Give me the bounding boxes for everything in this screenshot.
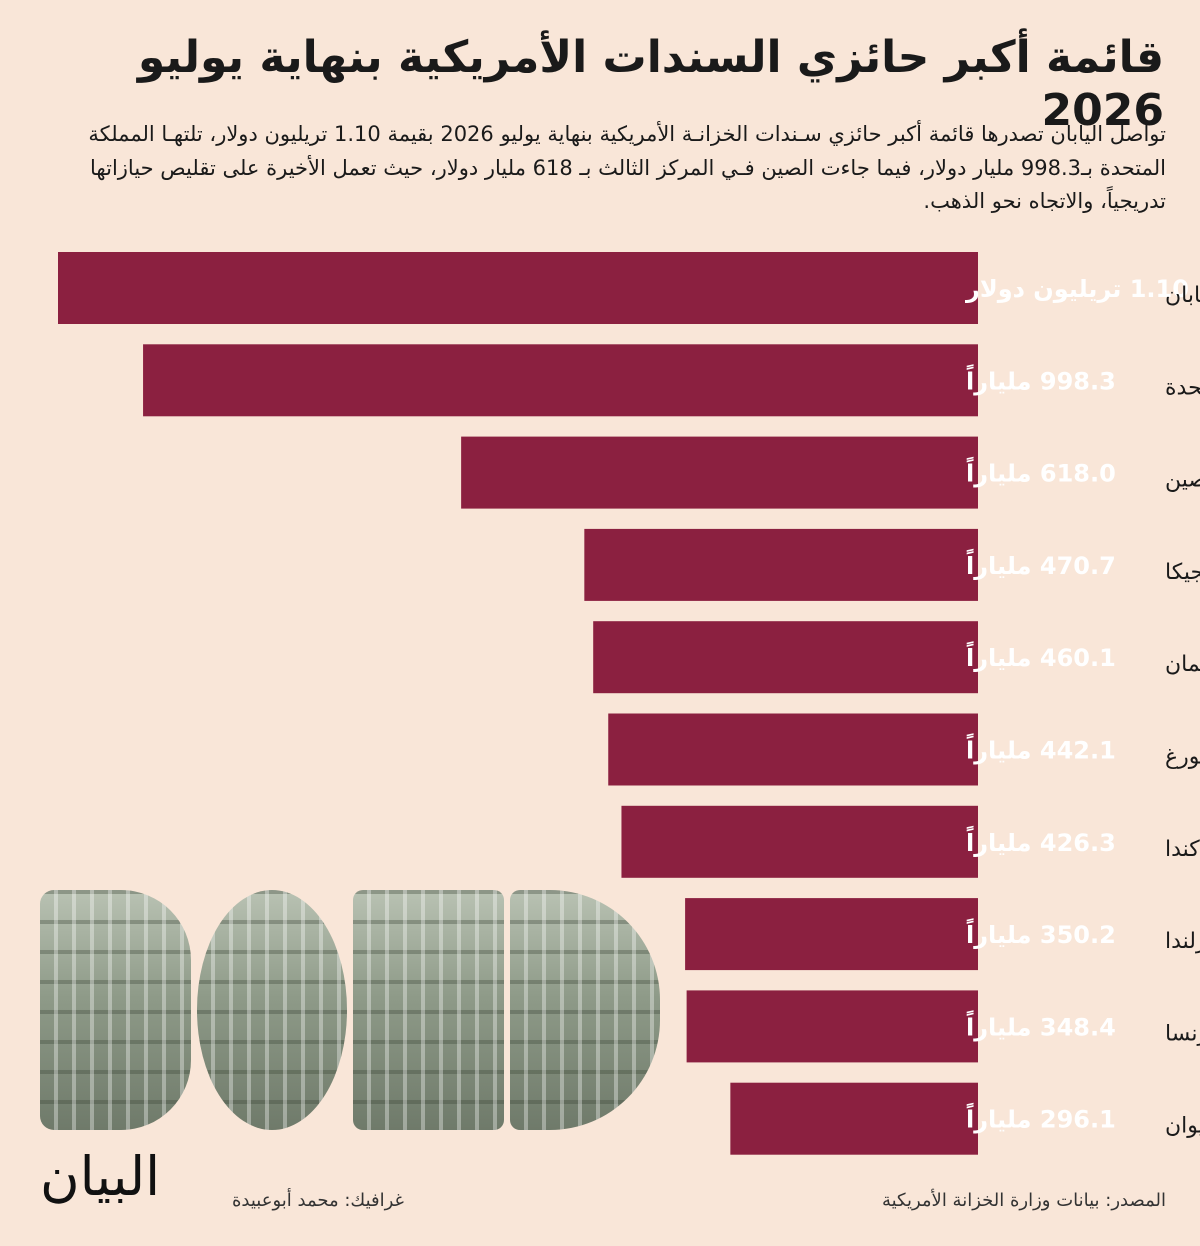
chart-title: قائمة أكبر حائزي السندات الأمريكية بنهاي… xyxy=(137,32,1164,136)
bar-value-label: 350.2 ملياراً xyxy=(966,918,1116,949)
bar xyxy=(58,252,978,324)
category-label: المملكة المتحدة xyxy=(1165,375,1200,400)
category-label: كندا xyxy=(1165,837,1200,862)
bar-value-label: 426.3 ملياراً xyxy=(966,826,1116,857)
category-label: جزر الكايمان xyxy=(1165,652,1200,677)
data-source: المصدر: بيانات وزارة الخزانة الأمريكية xyxy=(881,1190,1166,1211)
bond-letter-b xyxy=(40,890,191,1130)
bar xyxy=(730,1082,978,1155)
bar-value-label: 296.1 ملياراً xyxy=(966,1102,1116,1133)
bond-letter-n xyxy=(353,890,504,1130)
bar-value-label: 998.3 ملياراً xyxy=(966,364,1116,395)
bar xyxy=(608,713,978,786)
bond-letter-o xyxy=(196,890,347,1130)
bar-value-label: 1.10 تريليون دولار xyxy=(965,275,1189,303)
bond-banknote-illustration xyxy=(40,890,660,1130)
category-label: إيرلندا xyxy=(1165,929,1200,954)
bar-value-label: 618.0 ملياراً xyxy=(966,456,1116,487)
bar-value-label: 348.4 ملياراً xyxy=(966,1010,1116,1041)
chart-subtitle: تواصل اليابان تصدرها قائمة أكبر حائزي سـ… xyxy=(88,122,1166,214)
category-label: بلجيكا xyxy=(1165,560,1200,585)
bar-value-label: 442.1 ملياراً xyxy=(966,733,1116,764)
category-label: اليابان xyxy=(1165,283,1200,308)
bar xyxy=(686,990,978,1063)
bar-value-label: 460.1 ملياراً xyxy=(966,641,1116,672)
bar xyxy=(584,528,978,601)
category-label: فرنسا xyxy=(1165,1021,1200,1046)
bar-value-label: 470.7 ملياراً xyxy=(966,549,1116,580)
bar xyxy=(461,436,978,509)
bar xyxy=(621,805,978,878)
category-label: تايوان xyxy=(1165,1114,1200,1139)
bar xyxy=(685,898,978,971)
category-label: الصين xyxy=(1165,468,1200,493)
publisher-logo: البيان xyxy=(40,1145,161,1208)
bar xyxy=(593,621,978,694)
graphic-credit: غرافيك: محمد أبوعبيدة xyxy=(232,1190,404,1211)
category-label: لوكسمبورغ xyxy=(1165,745,1200,770)
bar xyxy=(143,344,979,417)
